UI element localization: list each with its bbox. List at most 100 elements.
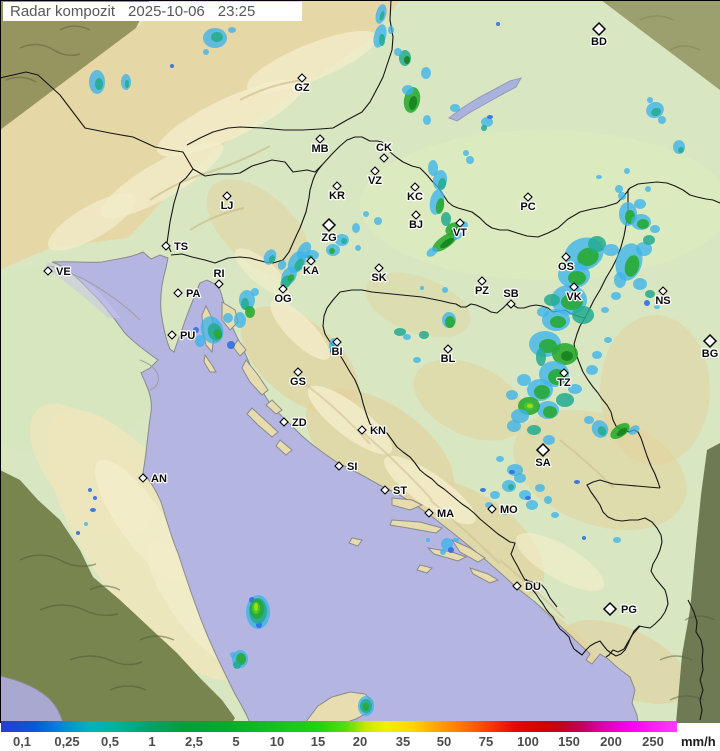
- radar-echo: [537, 307, 549, 317]
- city-ri: RI: [212, 267, 226, 289]
- city-du: DU: [512, 580, 542, 594]
- scale-tick-label: 0,1: [12, 734, 32, 749]
- radar-echo: [496, 22, 500, 26]
- terrain-shape: [391, 497, 424, 511]
- city-marker-icon: [561, 252, 571, 262]
- scale-tick-label: 15: [310, 734, 326, 749]
- city-label: ZD: [292, 417, 307, 429]
- city-si: SI: [334, 460, 359, 474]
- city-label: BI: [332, 346, 343, 358]
- scale-tick-label: 0,5: [100, 734, 120, 749]
- radar-echo: [624, 168, 630, 174]
- city-marker-icon: [410, 182, 420, 192]
- city-marker-icon: [487, 504, 497, 514]
- radar-echo: [363, 703, 369, 711]
- map-frame-left: [0, 0, 1, 723]
- terrain-shape: [559, 439, 615, 489]
- radar-echo: [596, 175, 602, 179]
- radar-echo: [601, 307, 609, 313]
- city-label: DU: [525, 581, 541, 593]
- radar-echo: [586, 365, 598, 375]
- radar-echo: [647, 97, 653, 103]
- radar-echo: [213, 329, 223, 339]
- terrain-shape: [450, 538, 486, 563]
- terrain-shape: [0, 675, 64, 723]
- city-marker-icon: [455, 218, 465, 228]
- terrain-shape: [265, 399, 283, 415]
- city-label: VT: [453, 227, 467, 239]
- radar-echo: [388, 26, 394, 34]
- terrain-shape: [499, 559, 565, 619]
- city-marker-icon: [380, 485, 390, 495]
- city-label: CK: [376, 142, 392, 154]
- terrain-shape: [89, 585, 121, 591]
- city-marker-icon: [306, 256, 316, 266]
- city-marker-icon: [138, 473, 148, 483]
- radar-echo: [527, 404, 533, 408]
- city-marker-icon: [173, 288, 183, 298]
- terrain-shape: [59, 25, 91, 31]
- terrain-shape: [246, 407, 279, 438]
- radar-echo: [614, 272, 626, 288]
- city-pg: PG: [602, 601, 638, 617]
- radar-echo: [453, 538, 459, 542]
- city-ck: CK: [375, 141, 393, 163]
- product-title: Radar kompozit: [10, 3, 116, 20]
- city-marker-icon: [293, 367, 303, 377]
- intensity-scale-bar: [1, 721, 677, 732]
- city-marker-icon: [443, 344, 453, 354]
- observation-date: 2025-10-06: [128, 3, 205, 20]
- terrain-relief: [234, 248, 290, 296]
- radar-echo: [466, 156, 474, 164]
- city-marker-icon: [535, 442, 551, 458]
- radar-echo: [588, 236, 606, 252]
- radar-echo: [650, 225, 660, 233]
- radar-echo: [428, 160, 438, 176]
- terrain-shape: [447, 77, 523, 122]
- radar-echo: [481, 117, 493, 127]
- city-pa: PA: [173, 287, 202, 301]
- terrain-shape: [203, 353, 217, 373]
- radar-echo: [76, 531, 80, 535]
- radar-echo: [463, 150, 469, 156]
- city-label: PA: [186, 288, 201, 300]
- city-marker-icon: [506, 299, 516, 309]
- radar-echo: [658, 116, 666, 124]
- radar-echo: [451, 226, 459, 234]
- observation-time: 23:25: [217, 3, 256, 20]
- city-label: KC: [407, 191, 423, 203]
- map-frame-top: [0, 0, 720, 1]
- radar-echo: [543, 435, 555, 445]
- terrain-shape: [0, 0, 150, 130]
- terrain-shape: [469, 567, 500, 584]
- country-border: [322, 291, 558, 608]
- radar-echo: [394, 328, 406, 336]
- city-kc: KC: [406, 182, 424, 204]
- city-zg: ZG: [320, 217, 338, 245]
- city-label: SA: [535, 457, 550, 469]
- radar-echo: [453, 232, 463, 240]
- radar-echo: [402, 85, 414, 95]
- city-gs: GS: [289, 367, 307, 389]
- radar-echo: [277, 260, 287, 270]
- city-mo: MO: [487, 503, 519, 517]
- terrain-relief: [241, 306, 359, 414]
- city-label: NS: [655, 295, 670, 307]
- city-pz: PZ: [474, 276, 491, 298]
- radar-echo: [341, 238, 347, 244]
- radar-echo: [633, 278, 647, 290]
- terrain-shape: [684, 615, 716, 621]
- city-label: AN: [151, 473, 167, 485]
- terrain-shape: [669, 695, 705, 701]
- radar-echo: [544, 496, 552, 504]
- radar-echo: [651, 107, 661, 117]
- radar-echo: [535, 484, 545, 492]
- terrain-shape: [348, 537, 363, 547]
- radar-echo: [514, 473, 526, 483]
- scale-tick-label: 0,25: [54, 734, 80, 749]
- city-marker-icon: [559, 368, 569, 378]
- radar-echo: [268, 255, 276, 263]
- city-label: PG: [621, 604, 637, 616]
- radar-echo: [615, 185, 623, 193]
- city-marker-icon: [332, 181, 342, 191]
